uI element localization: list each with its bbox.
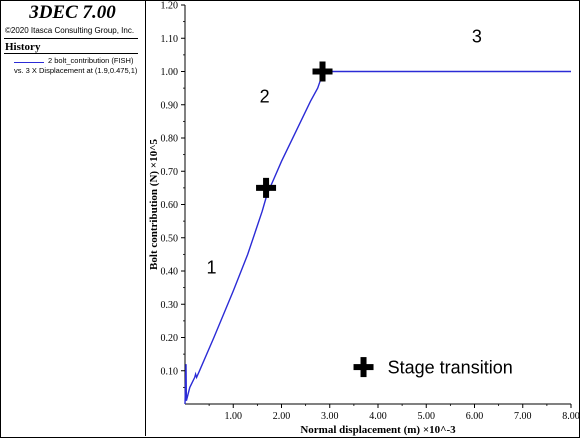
stage-transition-marker [312,61,333,82]
x-axis-title: Normal displacement (m) ×10^-3 [300,424,456,436]
y-tick-label: 1.20 [161,1,179,12]
x-tick-label: 1.00 [225,411,243,422]
y-tick-label: 0.30 [161,300,179,311]
chart-annotation: Stage transition [388,357,513,377]
y-tick-label: 0.50 [161,233,179,244]
legend-line-swatch [14,62,44,63]
legend-vs-label: vs. 3 X Displacement at (1.9,0.475,1) [14,66,138,75]
y-axis-title: Bolt contribution (N) ×10^5 [148,139,160,270]
y-tick-label: 0.20 [161,333,179,344]
chart-annotation: 1 [207,258,217,278]
y-tick-label: 0.80 [161,134,179,145]
x-tick-label: 2.00 [273,411,291,422]
x-tick-label: 7.00 [514,411,532,422]
chart-annotation: 3 [472,27,482,47]
x-tick-label: 5.00 [418,411,436,422]
legend-series-label: 2 bolt_contribution (FISH) [48,56,134,65]
history-underline [4,53,138,54]
app-title: 3DEC 7.00 [29,2,116,23]
panel-divider [4,38,138,39]
copyright-text: ©2020 Itasca Consulting Group, Inc. [5,26,135,35]
x-tick-label: 4.00 [369,411,387,422]
y-tick-label: 0.60 [161,200,179,211]
info-panel: 3DEC 7.00 ©2020 Itasca Consulting Group,… [0,0,146,436]
x-tick-label: 6.00 [466,411,484,422]
series-line [184,70,571,405]
y-tick-label: 1.10 [161,34,179,45]
y-tick-label: 0.40 [161,267,179,278]
history-heading: History [5,41,41,53]
y-tick-label: 1.00 [161,67,179,78]
stage-transition-marker [353,357,374,378]
y-tick-label: 0.10 [161,366,179,377]
x-tick-label: 8.00 [562,411,580,422]
y-tick-label: 0.90 [161,100,179,111]
stage-transition-marker [256,177,277,198]
chart-annotation: 2 [260,86,270,106]
y-tick-label: 0.70 [161,167,179,178]
x-tick-label: 3.00 [321,411,339,422]
